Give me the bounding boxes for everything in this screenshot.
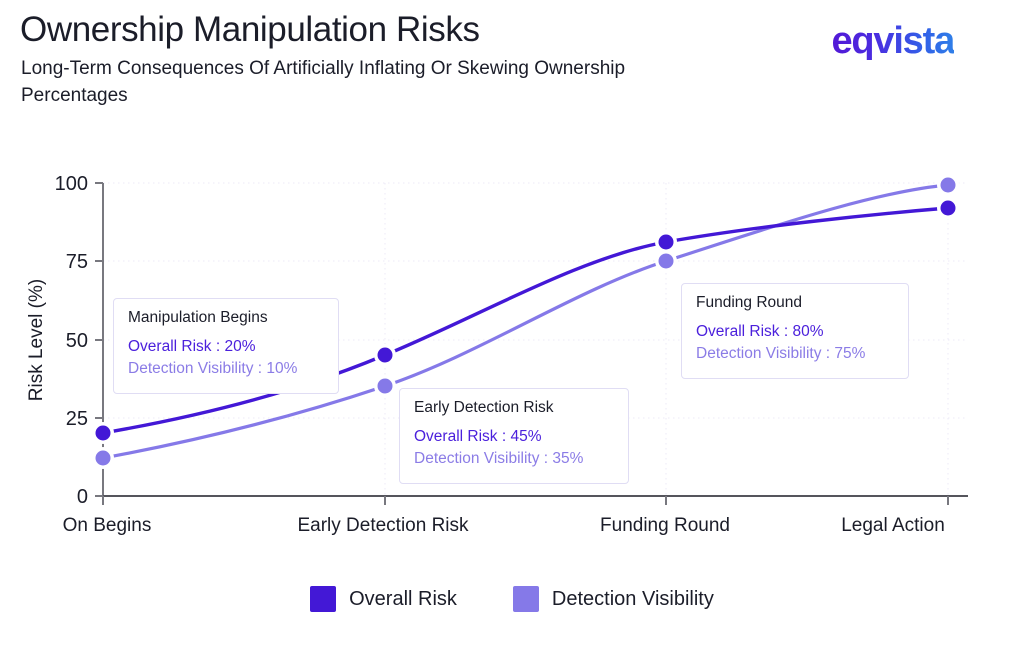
annotation-title: Funding Round xyxy=(696,294,802,311)
line-chart: 100 75 50 25 0 Risk Level (%) On Begins … xyxy=(26,173,968,536)
x-tick-label-1: Early Detection Risk xyxy=(297,515,469,536)
series-line-overall-risk xyxy=(101,206,950,435)
y-tick-marks xyxy=(95,182,103,497)
eqvista-logo: eqvista xyxy=(831,20,955,62)
y-tick-label-100: 100 xyxy=(55,173,88,195)
annotation-detection-visibility: Detection Visibility : 75% xyxy=(696,345,866,363)
x-tick-label-0: On Begins xyxy=(63,515,152,536)
annotation-detection-visibility: Detection Visibility : 35% xyxy=(414,450,584,468)
page-subtitle: Long-Term Consequences Of Artificially I… xyxy=(21,57,626,107)
legend-swatch-icon xyxy=(512,586,539,612)
annotation-box-manipulation-begins: Manipulation Begins Overall Risk : 20% D… xyxy=(113,298,339,394)
x-tick-label-3: Legal Action xyxy=(841,515,945,536)
annotation-title: Early Detection Risk xyxy=(414,399,554,416)
annotation-box-funding-round: Funding Round Overall Risk : 80% Detecti… xyxy=(681,283,909,379)
y-tick-label-50: 50 xyxy=(66,330,88,352)
annotation-title: Manipulation Begins xyxy=(128,309,268,326)
y-tick-label-75: 75 xyxy=(66,251,88,273)
legend-label: Overall Risk xyxy=(349,588,457,610)
series-markers-overall-risk xyxy=(92,197,959,444)
annotation-overall-risk: Overall Risk : 45% xyxy=(414,428,542,445)
legend-item-overall-risk[interactable]: Overall Risk xyxy=(310,586,457,612)
annotation-overall-risk: Overall Risk : 20% xyxy=(128,338,256,355)
x-tick-label-2: Funding Round xyxy=(600,515,730,536)
chart-legend: Overall Risk Detection Visibility xyxy=(0,586,1024,612)
series-markers-detection-visibility xyxy=(92,174,959,469)
x-tick-marks xyxy=(102,496,949,505)
y-tick-label-25: 25 xyxy=(66,408,88,430)
annotation-box-early-detection-risk: Early Detection Risk Overall Risk : 45% … xyxy=(399,388,629,484)
y-axis-title: Risk Level (%) xyxy=(26,279,47,401)
legend-swatch-icon xyxy=(310,586,337,612)
annotation-overall-risk: Overall Risk : 80% xyxy=(696,323,824,340)
page-title: Ownership Manipulation Risks xyxy=(20,10,480,49)
annotation-detection-visibility: Detection Visibility : 10% xyxy=(128,360,298,378)
legend-label: Detection Visibility xyxy=(551,588,714,610)
y-tick-label-0: 0 xyxy=(77,486,88,508)
legend-item-detection-visibility[interactable]: Detection Visibility xyxy=(512,586,714,612)
header: Ownership Manipulation Risks Long-Term C… xyxy=(20,10,1004,130)
chart-container: 100 75 50 25 0 Risk Level (%) On Begins … xyxy=(0,130,1024,570)
series-line-detection-visibility xyxy=(101,183,950,460)
